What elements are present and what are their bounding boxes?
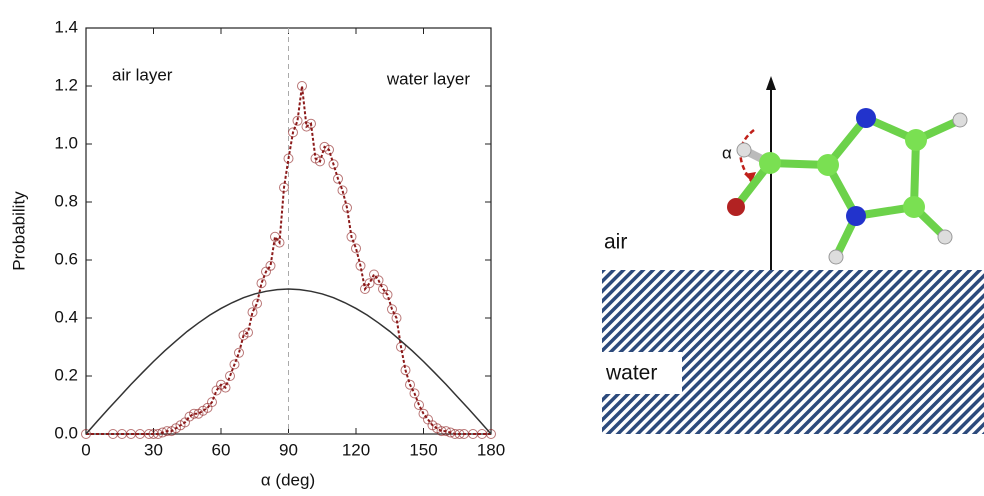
data-point (297, 81, 307, 91)
data-point (207, 397, 217, 408)
data-point (256, 278, 267, 289)
data-point (337, 185, 348, 196)
x-axis-label: α (deg) (261, 470, 315, 489)
data-point (306, 118, 316, 129)
data-point (324, 144, 334, 155)
data-point (81, 429, 91, 439)
data-point (405, 379, 415, 390)
y-tick-label: 1.4 (54, 17, 78, 36)
data-point (351, 243, 361, 254)
air-label: air (604, 231, 627, 254)
data-point (409, 388, 420, 399)
data-point (234, 347, 244, 358)
data-point (400, 365, 411, 376)
data-line (86, 85, 491, 435)
data-point (391, 313, 402, 323)
data-point (414, 400, 424, 410)
data-line (85, 288, 492, 435)
data-point (229, 359, 240, 370)
data-point (153, 429, 163, 439)
data-point (265, 260, 276, 271)
data-point (225, 371, 235, 381)
y-tick-label: 1.2 (54, 75, 78, 94)
y-tick-label: 0.0 (54, 423, 78, 442)
data-point (355, 260, 366, 271)
y-tick-label: 0.4 (54, 307, 78, 326)
data-point (441, 426, 451, 437)
data-point (283, 153, 294, 164)
x-tick-label: 150 (409, 440, 437, 459)
arrow-head (766, 76, 776, 90)
y-tick-label: 0.2 (54, 365, 78, 384)
data-point (486, 429, 496, 439)
x-tick-label: 30 (144, 440, 163, 459)
data-point (333, 173, 343, 184)
atoms (727, 108, 968, 265)
data-point (292, 115, 303, 126)
data-point (342, 202, 352, 213)
data-point (220, 382, 231, 393)
y-tick-label: 1.0 (54, 133, 78, 152)
interface-diagram: water air α (602, 76, 984, 434)
data-point (247, 307, 258, 318)
x-tick-label: 0 (81, 440, 90, 459)
x-tick-label: 180 (477, 440, 505, 459)
data-point (274, 237, 285, 248)
data-point (252, 298, 262, 309)
data-point (364, 278, 375, 289)
data-point (382, 289, 393, 300)
data-point (189, 408, 199, 419)
data-point (373, 275, 384, 286)
data-point (369, 269, 379, 280)
water-label: water (605, 362, 657, 385)
data-point (288, 127, 298, 138)
data-point (279, 182, 289, 193)
annotation: water layer (386, 69, 470, 88)
data-point (346, 231, 357, 242)
y-tick-label: 0.8 (54, 191, 78, 210)
data-point (162, 426, 172, 437)
data-point (315, 156, 325, 167)
data-point (211, 385, 222, 396)
data-point (243, 327, 253, 338)
y-tick-label: 0.6 (54, 249, 78, 268)
label-bg (602, 352, 682, 394)
y-axis-label: Probability (9, 191, 28, 271)
angle-label: α (722, 143, 732, 162)
x-tick-label: 120 (342, 440, 370, 459)
data-point (387, 304, 397, 315)
data-point (454, 429, 465, 439)
x-tick-label: 60 (212, 440, 231, 459)
x-tick-label: 90 (279, 440, 298, 459)
annotation: air layer (112, 65, 173, 84)
data-point (396, 342, 406, 352)
data-point (328, 159, 339, 170)
